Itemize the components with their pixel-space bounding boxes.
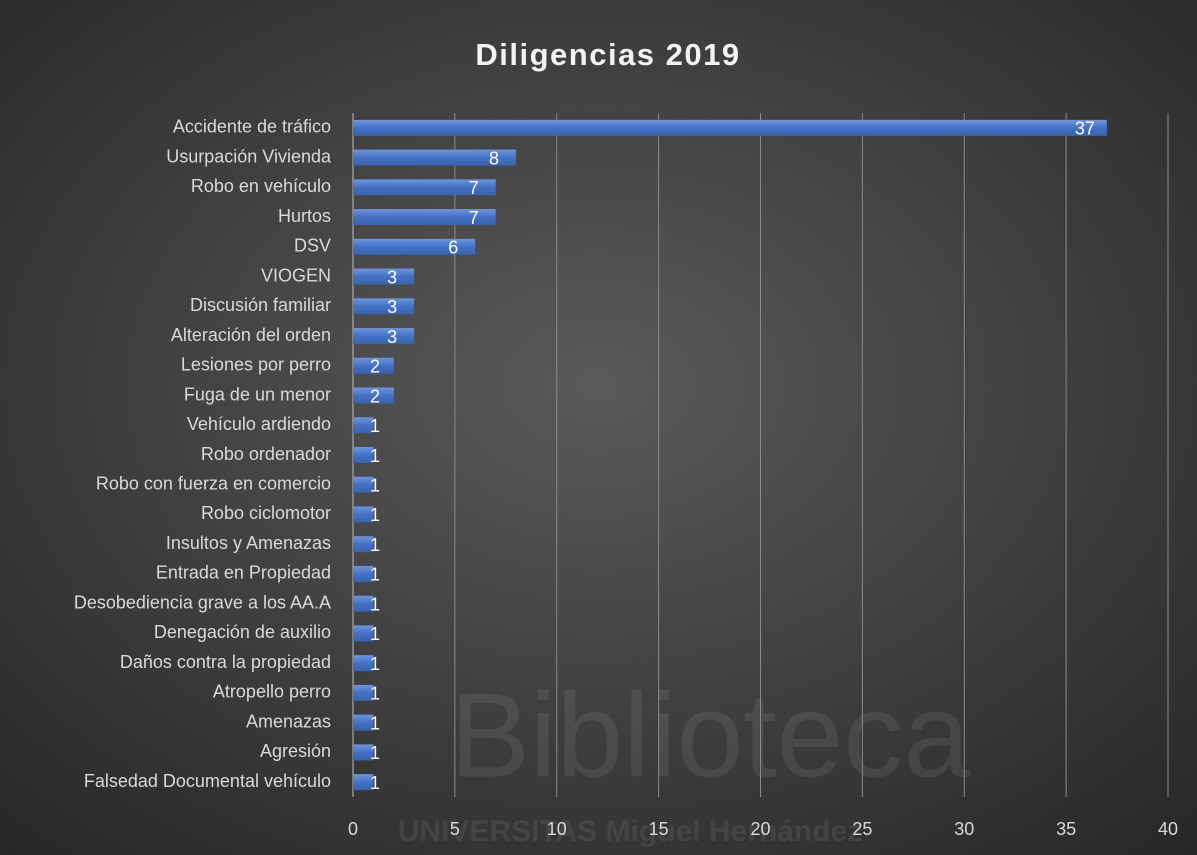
x-tick-label: 30 bbox=[954, 819, 974, 839]
y-tick-label: Discusión familiar bbox=[190, 295, 331, 315]
value-label: 1 bbox=[370, 565, 380, 585]
bar bbox=[353, 655, 374, 672]
value-label: 7 bbox=[469, 208, 479, 228]
bar bbox=[353, 238, 476, 255]
value-label: 1 bbox=[370, 684, 380, 704]
bar bbox=[353, 506, 374, 523]
x-tick-label: 5 bbox=[450, 819, 460, 839]
value-label: 37 bbox=[1075, 119, 1095, 139]
value-label: 1 bbox=[370, 624, 380, 644]
bar bbox=[353, 387, 394, 404]
bar bbox=[353, 536, 374, 553]
value-label: 8 bbox=[489, 148, 499, 168]
value-label: 1 bbox=[370, 535, 380, 555]
watermark: Biblioteca bbox=[450, 669, 971, 803]
value-label: 3 bbox=[387, 327, 397, 347]
x-tick-label: 40 bbox=[1158, 819, 1178, 839]
value-label: 1 bbox=[370, 743, 380, 763]
x-tick-label: 0 bbox=[348, 819, 358, 839]
y-tick-label: Robo en vehículo bbox=[191, 176, 331, 196]
bar bbox=[353, 565, 374, 582]
value-label: 1 bbox=[370, 505, 380, 525]
bar bbox=[353, 268, 415, 285]
bar bbox=[353, 357, 394, 374]
value-label: 1 bbox=[370, 475, 380, 495]
x-tick-label: 35 bbox=[1056, 819, 1076, 839]
y-tick-label: Desobediencia grave a los AA.A bbox=[74, 592, 331, 612]
value-label: 2 bbox=[370, 357, 380, 377]
y-tick-label: Atropello perro bbox=[213, 682, 331, 702]
value-label: 1 bbox=[370, 773, 380, 793]
bar bbox=[353, 149, 516, 166]
y-tick-label: Amenazas bbox=[246, 711, 331, 731]
bar bbox=[353, 209, 496, 226]
y-tick-label: Accidente de tráfico bbox=[173, 117, 331, 137]
y-tick-label: Alteración del orden bbox=[171, 325, 331, 345]
bar bbox=[353, 625, 374, 642]
y-tick-label: Robo con fuerza en comercio bbox=[96, 473, 331, 493]
y-tick-label: Hurtos bbox=[278, 206, 331, 226]
bar bbox=[353, 774, 374, 791]
chart-title: Diligencias 2019 bbox=[475, 37, 740, 72]
bar bbox=[353, 476, 374, 493]
y-tick-label: Falsedad Documental vehículo bbox=[84, 771, 331, 791]
y-tick-label: Denegación de auxilio bbox=[154, 622, 331, 642]
x-tick-label: 15 bbox=[649, 819, 669, 839]
x-tick-label: 10 bbox=[547, 819, 567, 839]
y-tick-label: Usurpación Vivienda bbox=[166, 146, 332, 166]
bar bbox=[353, 684, 374, 701]
bar bbox=[353, 328, 415, 345]
bar bbox=[353, 119, 1107, 136]
y-tick-label: Lesiones por perro bbox=[181, 355, 331, 375]
bar bbox=[353, 298, 415, 315]
bar bbox=[353, 714, 374, 731]
bar bbox=[353, 179, 496, 196]
value-label: 1 bbox=[370, 446, 380, 466]
y-tick-label: Daños contra la propiedad bbox=[120, 652, 331, 672]
y-tick-label: Agresión bbox=[260, 741, 331, 761]
watermark-subtitle: UNIVERSITAS Miguel Hernández bbox=[398, 815, 863, 848]
bar bbox=[353, 595, 374, 612]
y-tick-label: Robo ciclomotor bbox=[201, 503, 331, 523]
y-tick-label: DSV bbox=[294, 236, 331, 256]
bar bbox=[353, 447, 374, 463]
y-tick-label: Insultos y Amenazas bbox=[166, 533, 331, 553]
value-label: 3 bbox=[387, 267, 397, 287]
y-tick-label: VIOGEN bbox=[261, 265, 331, 285]
x-tick-label: 25 bbox=[852, 819, 872, 839]
value-label: 2 bbox=[370, 386, 380, 406]
y-tick-label: Fuga de un menor bbox=[184, 384, 331, 404]
value-label: 1 bbox=[370, 416, 380, 436]
value-label: 1 bbox=[370, 594, 380, 614]
y-tick-label: Entrada en Propiedad bbox=[156, 563, 331, 583]
value-label: 6 bbox=[448, 238, 458, 258]
x-tick-label: 20 bbox=[750, 819, 770, 839]
y-tick-label: Robo ordenador bbox=[201, 444, 331, 464]
bar bbox=[353, 417, 374, 434]
y-tick-label: Vehículo ardiendo bbox=[187, 414, 331, 434]
value-label: 7 bbox=[469, 178, 479, 198]
value-label: 1 bbox=[370, 713, 380, 733]
bar bbox=[353, 744, 374, 761]
value-label: 3 bbox=[387, 297, 397, 317]
value-label: 1 bbox=[370, 654, 380, 674]
